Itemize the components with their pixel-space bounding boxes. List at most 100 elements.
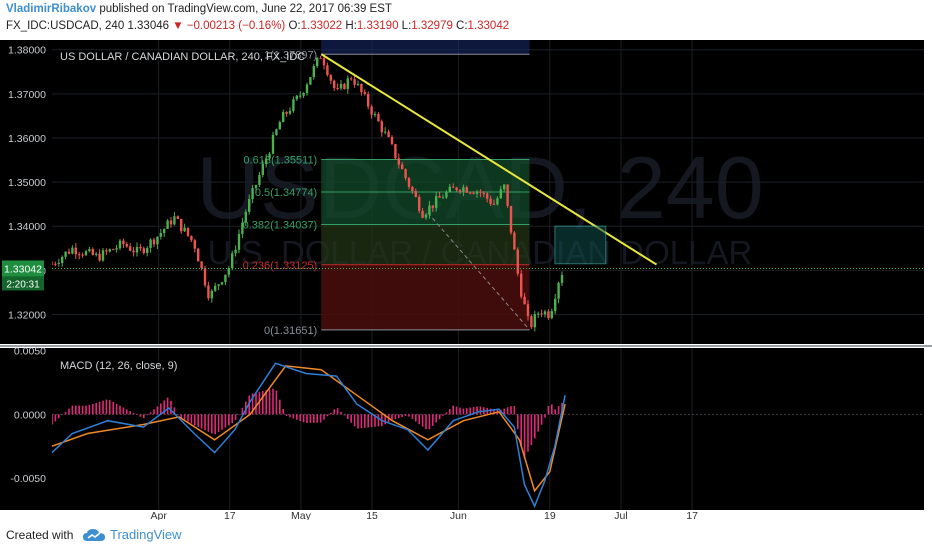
- candle-body: [469, 192, 472, 194]
- created-with-text: Created with: [6, 528, 74, 542]
- macd-histogram-bar: [85, 405, 87, 415]
- time-axis-background: [0, 510, 932, 520]
- macd-histogram-bar: [156, 406, 159, 415]
- macd-title: MACD (12, 26, close, 9): [60, 360, 177, 372]
- candle-body: [95, 253, 98, 255]
- candle-body: [414, 191, 417, 197]
- candle-body: [452, 186, 455, 188]
- countdown-tag-label: 2:20:31: [6, 279, 40, 290]
- macd-histogram-bar: [401, 414, 403, 418]
- author-link[interactable]: VladimirRibakov: [6, 3, 97, 15]
- macd-histogram-bar: [326, 414, 329, 417]
- candle-body: [421, 210, 424, 218]
- macd-histogram-bar: [207, 414, 210, 432]
- macd-histogram-bar: [183, 414, 186, 420]
- candle-body: [547, 311, 550, 319]
- candle-body: [356, 84, 360, 86]
- fib-level-label: 0(1.31651): [264, 325, 317, 337]
- macd-histogram-bar: [472, 406, 475, 415]
- macd-histogram-bar: [231, 414, 233, 424]
- chart-header: VladimirRibakov published on TradingView…: [0, 0, 932, 38]
- macd-histogram-bar: [92, 403, 94, 415]
- candle-body: [380, 121, 383, 133]
- candle-body: [122, 240, 125, 245]
- macd-histogram-bar: [459, 407, 461, 415]
- macd-histogram-bar: [248, 395, 250, 415]
- candle-body: [479, 191, 482, 193]
- candle-body: [254, 185, 258, 189]
- candle-body: [224, 274, 227, 283]
- fib-zone-olive: [321, 224, 530, 265]
- candle-body: [278, 122, 281, 130]
- symbol-ohlc-line: FX_IDC:USDCAD, 240 1.33046 ▼ −0.00213 (−…: [6, 20, 509, 32]
- macd-histogram-bar: [217, 414, 220, 433]
- macd-histogram-bar: [353, 414, 356, 427]
- macd-histogram-bar: [170, 400, 172, 415]
- candle-body: [411, 186, 414, 192]
- macd-histogram-bar: [268, 389, 271, 415]
- candle-body: [288, 110, 292, 114]
- candle-body: [78, 254, 81, 256]
- candle-body: [258, 174, 261, 186]
- macd-histogram-bar: [537, 414, 539, 432]
- candle-body: [462, 187, 465, 192]
- macd-histogram-bar: [370, 414, 373, 428]
- candle-body: [431, 205, 434, 208]
- macd-pane[interactable]: MACD (12, 26, close, 9) 0.0050 0.0000 -0.00…: [0, 345, 932, 510]
- time-tick-label: 17: [224, 510, 236, 520]
- candle-body: [322, 58, 326, 66]
- candle-body: [503, 184, 506, 190]
- fib-zone-red: [321, 264, 530, 330]
- price-axis[interactable]: [0, 40, 52, 344]
- time-axis[interactable]: Apr 17 May 15 Jun 19 Jul 17: [0, 510, 932, 520]
- macd-histogram-bar: [306, 414, 308, 424]
- macd-histogram-bar: [544, 414, 546, 418]
- candle-body: [282, 112, 285, 123]
- macd-histogram-bar: [513, 405, 516, 415]
- candle-body: [180, 218, 183, 232]
- candle-body: [458, 190, 462, 192]
- macd-histogram-bar: [200, 414, 203, 429]
- target-zone-box[interactable]: [554, 225, 607, 265]
- macd-histogram-bar: [255, 392, 257, 415]
- candle-body: [448, 186, 451, 193]
- candle-body: [486, 193, 489, 199]
- macd-histogram-bar: [503, 408, 505, 415]
- macd-histogram-bar: [435, 414, 437, 423]
- candle-body: [275, 129, 278, 135]
- macd-histogram-bar: [374, 414, 376, 427]
- candle-body: [305, 84, 309, 93]
- macd-histogram-bar: [428, 414, 431, 430]
- candle-body: [74, 247, 77, 255]
- close-value: 1.33042: [467, 20, 510, 32]
- macd-histogram-bar: [384, 414, 386, 425]
- candle-body: [190, 235, 193, 241]
- countdown-tag: [2, 276, 44, 291]
- candle-body: [312, 66, 315, 78]
- macd-histogram-bar: [180, 414, 182, 418]
- last-price: 1.33046: [127, 20, 170, 32]
- macd-histogram-bar: [204, 414, 206, 431]
- macd-histogram-bar: [452, 405, 454, 415]
- macd-axis[interactable]: [0, 348, 52, 510]
- candle-body: [251, 188, 254, 200]
- tradingview-brand[interactable]: TradingView: [110, 527, 182, 542]
- candle-body: [404, 169, 407, 179]
- macd-histogram-bar: [78, 405, 80, 415]
- macd-histogram-bar: [547, 405, 550, 415]
- macd-histogram-bar: [316, 414, 318, 423]
- candle-body: [465, 187, 468, 193]
- candle-body: [115, 248, 118, 250]
- candle-body: [64, 251, 67, 257]
- price-tick-label: 1.34000: [8, 221, 46, 233]
- candle-body: [163, 228, 166, 234]
- candle-body: [550, 311, 553, 319]
- candle-body: [370, 106, 373, 115]
- macd-histogram-bar: [143, 414, 145, 419]
- candle-body: [292, 99, 295, 111]
- candle-body: [492, 203, 496, 205]
- candle-body: [367, 94, 370, 107]
- candle-body: [336, 87, 339, 89]
